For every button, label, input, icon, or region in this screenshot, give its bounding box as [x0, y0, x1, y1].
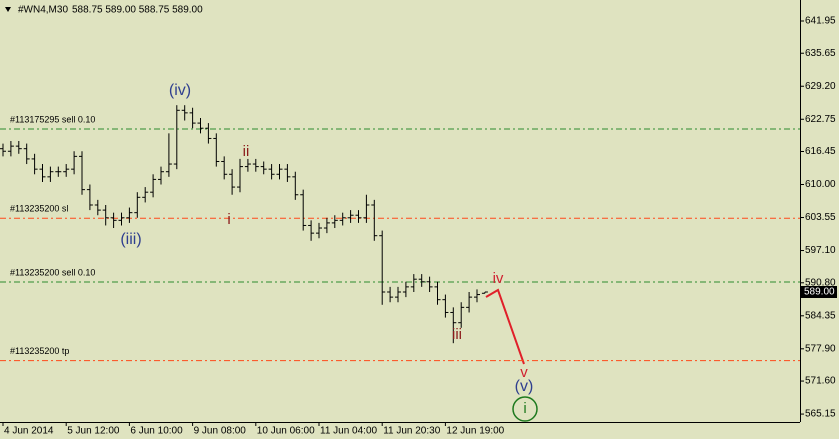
x-tick-label: 4 Jun 2014 — [4, 426, 54, 437]
y-tick-label: 590.80 — [805, 277, 836, 288]
y-tick-label: 565.15 — [805, 409, 836, 420]
order-level-label: #113175295 sell 0.10 — [10, 114, 95, 124]
y-tick-label: 597.10 — [805, 245, 836, 256]
wave-label: (v) — [515, 378, 534, 395]
wave-label: ii — [243, 143, 250, 160]
wave-label: v — [520, 364, 528, 381]
wave-label: (iv) — [169, 82, 191, 99]
y-tick-label: 571.60 — [805, 376, 836, 387]
y-tick-label: 635.65 — [805, 48, 836, 59]
y-tick-label: 641.95 — [805, 16, 836, 27]
order-level-label: #113235200 sl — [10, 204, 68, 214]
menu-arrow[interactable] — [5, 7, 11, 12]
x-tick-label: 11 Jun 04:00 — [320, 426, 378, 437]
last-price-label: 589.00 — [804, 287, 835, 298]
x-tick-label: 9 Jun 08:00 — [194, 426, 247, 437]
wave-label: (iii) — [120, 231, 141, 248]
wave-label: iii — [452, 326, 462, 343]
projection-line — [485, 288, 525, 365]
x-tick-label: 12 Jun 19:00 — [446, 426, 504, 437]
x-tick-label: 10 Jun 06:00 — [257, 426, 315, 437]
wave-label: i — [227, 211, 230, 228]
y-tick-label: 629.20 — [805, 81, 836, 92]
wave-circle — [512, 396, 538, 422]
x-tick-label: 6 Jun 10:00 — [130, 426, 183, 437]
x-tick-label: 5 Jun 12:00 — [67, 426, 120, 437]
last-price-box — [801, 285, 837, 298]
y-tick-label: 616.45 — [805, 146, 836, 157]
order-level-label: #113235200 tp — [10, 346, 69, 356]
wave-label: i — [523, 400, 526, 417]
x-tick-label: 11 Jun 20:30 — [383, 426, 441, 437]
order-level-label: #113235200 sell 0.10 — [10, 267, 95, 277]
y-tick-label: 577.90 — [805, 343, 836, 354]
y-tick-label: 603.55 — [805, 212, 836, 223]
y-tick-label: 622.75 — [805, 114, 836, 125]
wave-label: iv — [493, 270, 504, 287]
y-tick-label: 610.00 — [805, 179, 836, 190]
chart-subtitle: 588.75 589.00 588.75 589.00 — [72, 5, 203, 16]
chart-title: #WN4,M30 — [18, 5, 68, 16]
y-tick-label: 584.35 — [805, 310, 836, 321]
